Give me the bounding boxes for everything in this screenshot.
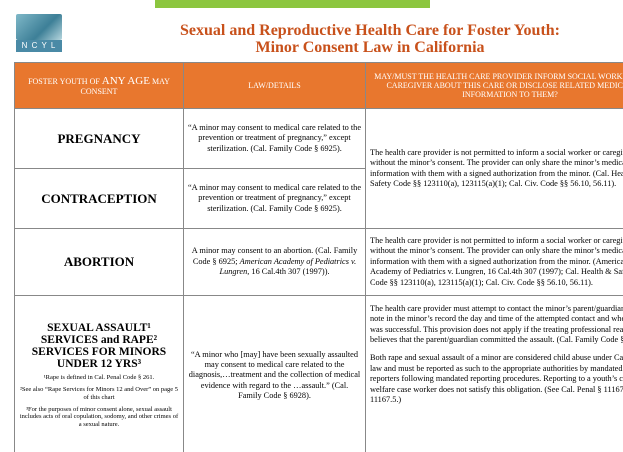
row-label-cell: SEXUAL ASSAULT¹ SERVICES and RAPE² SERVI…: [15, 296, 184, 452]
accent-bar: [155, 0, 430, 8]
header-text: FOSTER YOUTH OF: [28, 77, 102, 86]
column-header: MAY/MUST THE HEALTH CARE PROVIDER INFORM…: [366, 63, 623, 109]
footnote: ²See also “Rape Services for Minors 12 a…: [19, 386, 179, 402]
row-label: PREGNANCY: [15, 109, 184, 169]
provider-text: The health care provider must attempt to…: [370, 304, 623, 345]
header-emph: ANY AGE: [102, 75, 150, 87]
logo: N C Y L: [16, 14, 62, 52]
title: Sexual and Reproductive Health Care for …: [150, 22, 590, 40]
logo-text: N C Y L: [16, 40, 62, 52]
table: FOSTER YOUTH OF ANY AGE MAY CONSENT LAW/…: [14, 62, 623, 452]
provider-cell: The health care provider is not permitte…: [366, 109, 623, 229]
provider-cell: The health care provider is not permitte…: [366, 229, 623, 296]
row-label: ABORTION: [15, 229, 184, 296]
footnote: ¹Rape is defined in Cal. Penal Code § 26…: [19, 374, 179, 382]
row-label: SEXUAL ASSAULT¹ SERVICES and RAPE² SERVI…: [19, 322, 179, 370]
law-cell: “A minor may consent to medical care rel…: [184, 109, 366, 169]
column-header: LAW/DETAILS: [184, 63, 366, 109]
title: Minor Consent Law in California: [150, 39, 590, 57]
provider-cell: The health care provider must attempt to…: [366, 296, 623, 452]
footnote: ³For the purposes of minor consent alone…: [19, 406, 179, 429]
column-header: FOSTER YOUTH OF ANY AGE MAY CONSENT: [15, 63, 184, 109]
law-cell: “A minor may consent to medical care rel…: [184, 169, 366, 229]
table-wrap: FOSTER YOUTH OF ANY AGE MAY CONSENT LAW/…: [14, 62, 623, 452]
law-text: , 16 Cal.4th 307 (1997)).: [247, 267, 329, 276]
provider-text: Both rape and sexual assault of a minor …: [370, 353, 623, 405]
law-cell: “A minor who [may] have been sexually as…: [184, 296, 366, 452]
law-cell: A minor may consent to an abortion. (Cal…: [184, 229, 366, 296]
row-label: CONTRACEPTION: [15, 169, 184, 229]
